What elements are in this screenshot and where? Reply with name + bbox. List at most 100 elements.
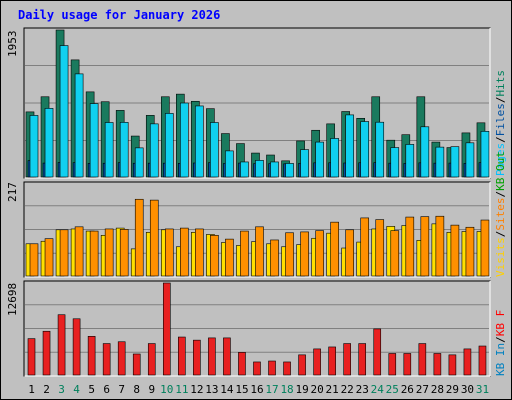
bar-sites <box>420 216 430 277</box>
bar-kbf <box>403 353 412 376</box>
bottom-max-label: 12698 <box>6 283 19 316</box>
bar-pages <box>225 150 234 178</box>
legend-hits: Hits <box>494 70 507 97</box>
legend-sep: / <box>494 191 507 198</box>
bar-sites <box>134 198 144 277</box>
bar-pages <box>435 146 445 178</box>
bar-pages <box>480 131 490 178</box>
day-label: 2 <box>43 383 50 396</box>
bar-kbf <box>57 314 66 376</box>
bar-kbf <box>27 338 36 376</box>
bar-kbf <box>208 337 216 376</box>
bar-pages <box>270 161 279 178</box>
legend-pages: Pages <box>494 143 507 176</box>
bar-kbf <box>72 318 81 376</box>
legend-kbf: KB F <box>494 310 507 337</box>
bar-kbf <box>268 360 276 376</box>
bar-kbf <box>388 353 397 376</box>
legend-sep: / <box>494 336 507 343</box>
bar-pages <box>149 123 159 178</box>
bar-sites <box>74 226 84 277</box>
bar-sites <box>270 239 279 277</box>
bar-pages <box>44 108 54 178</box>
bar-sites <box>89 230 99 277</box>
day-label: 25 <box>386 383 399 396</box>
bar-pages <box>210 122 219 178</box>
day-label: 14 <box>220 383 234 396</box>
bar-sites <box>225 238 234 277</box>
bar-pages <box>240 161 249 178</box>
bar-kbf <box>162 282 171 376</box>
day-label: 1 <box>28 383 35 396</box>
bar-sites <box>345 229 354 277</box>
day-label: 19 <box>295 383 308 396</box>
bar-pages <box>195 105 204 178</box>
bar-sites <box>44 238 54 277</box>
day-label: 9 <box>148 383 155 396</box>
legend-bottom: KB In/KB F <box>494 310 507 376</box>
bar-pages <box>89 103 99 178</box>
bar-kbf <box>102 343 111 376</box>
bar-pages <box>119 122 129 178</box>
legend-sep: / <box>494 231 507 238</box>
day-label: 13 <box>205 383 218 396</box>
day-label: 28 <box>431 383 444 396</box>
legend-top: Pages/Files/Hits <box>494 70 507 176</box>
bar-kbf <box>42 330 51 376</box>
bar-pages <box>59 45 69 178</box>
bar-kbf <box>448 354 457 376</box>
legend-files: Files <box>494 103 507 136</box>
bar-kbf <box>193 339 201 376</box>
bar-sites <box>390 230 400 277</box>
bar-kbf <box>283 361 291 376</box>
bar-sites <box>59 229 69 277</box>
legend-kbout: KB Out <box>494 151 507 191</box>
bar-kbf <box>132 353 141 376</box>
day-label: 30 <box>461 383 474 396</box>
day-label: 3 <box>58 383 65 396</box>
bar-pages <box>285 163 294 178</box>
bar-sites <box>240 230 249 277</box>
bar-sites <box>315 230 324 277</box>
bar-kbf <box>358 343 367 376</box>
day-label: 11 <box>175 383 188 396</box>
bar-sites <box>300 231 309 277</box>
day-label: 6 <box>103 383 110 396</box>
bar-sites <box>465 226 475 277</box>
bar-kbf <box>298 354 306 376</box>
bar-sites <box>164 228 174 277</box>
bar-kbf <box>463 348 472 376</box>
bar-kbf <box>313 348 321 376</box>
day-label: 16 <box>250 383 263 396</box>
day-label: 12 <box>190 383 203 396</box>
bars-bottom <box>27 282 487 376</box>
day-label: 18 <box>280 383 293 396</box>
day-label: 22 <box>341 383 354 396</box>
legend-sep: / <box>494 97 507 104</box>
bar-sites <box>104 228 114 277</box>
bar-sites <box>285 232 294 277</box>
day-label: 7 <box>118 383 125 396</box>
day-label: 24 <box>371 383 385 396</box>
day-label: 21 <box>326 383 339 396</box>
bar-sites <box>180 227 189 277</box>
day-label: 8 <box>133 383 140 396</box>
day-label: 10 <box>160 383 173 396</box>
day-label: 15 <box>235 383 248 396</box>
top-max-label: 1953 <box>6 31 19 58</box>
bar-kbf <box>253 361 261 376</box>
bar-pages <box>315 141 324 178</box>
bar-pages <box>180 102 189 178</box>
legend-visits: Visits <box>494 237 507 277</box>
bar-kbf <box>343 343 351 376</box>
bar-sites <box>330 221 339 277</box>
day-label: 29 <box>446 383 459 396</box>
bar-kbf <box>433 353 442 376</box>
bar-sites <box>480 219 490 277</box>
day-label: 17 <box>265 383 278 396</box>
bar-sites <box>435 215 445 277</box>
bar-sites <box>405 216 415 277</box>
bar-pages <box>134 147 144 178</box>
day-label: 23 <box>356 383 369 396</box>
bar-pages <box>450 146 460 178</box>
